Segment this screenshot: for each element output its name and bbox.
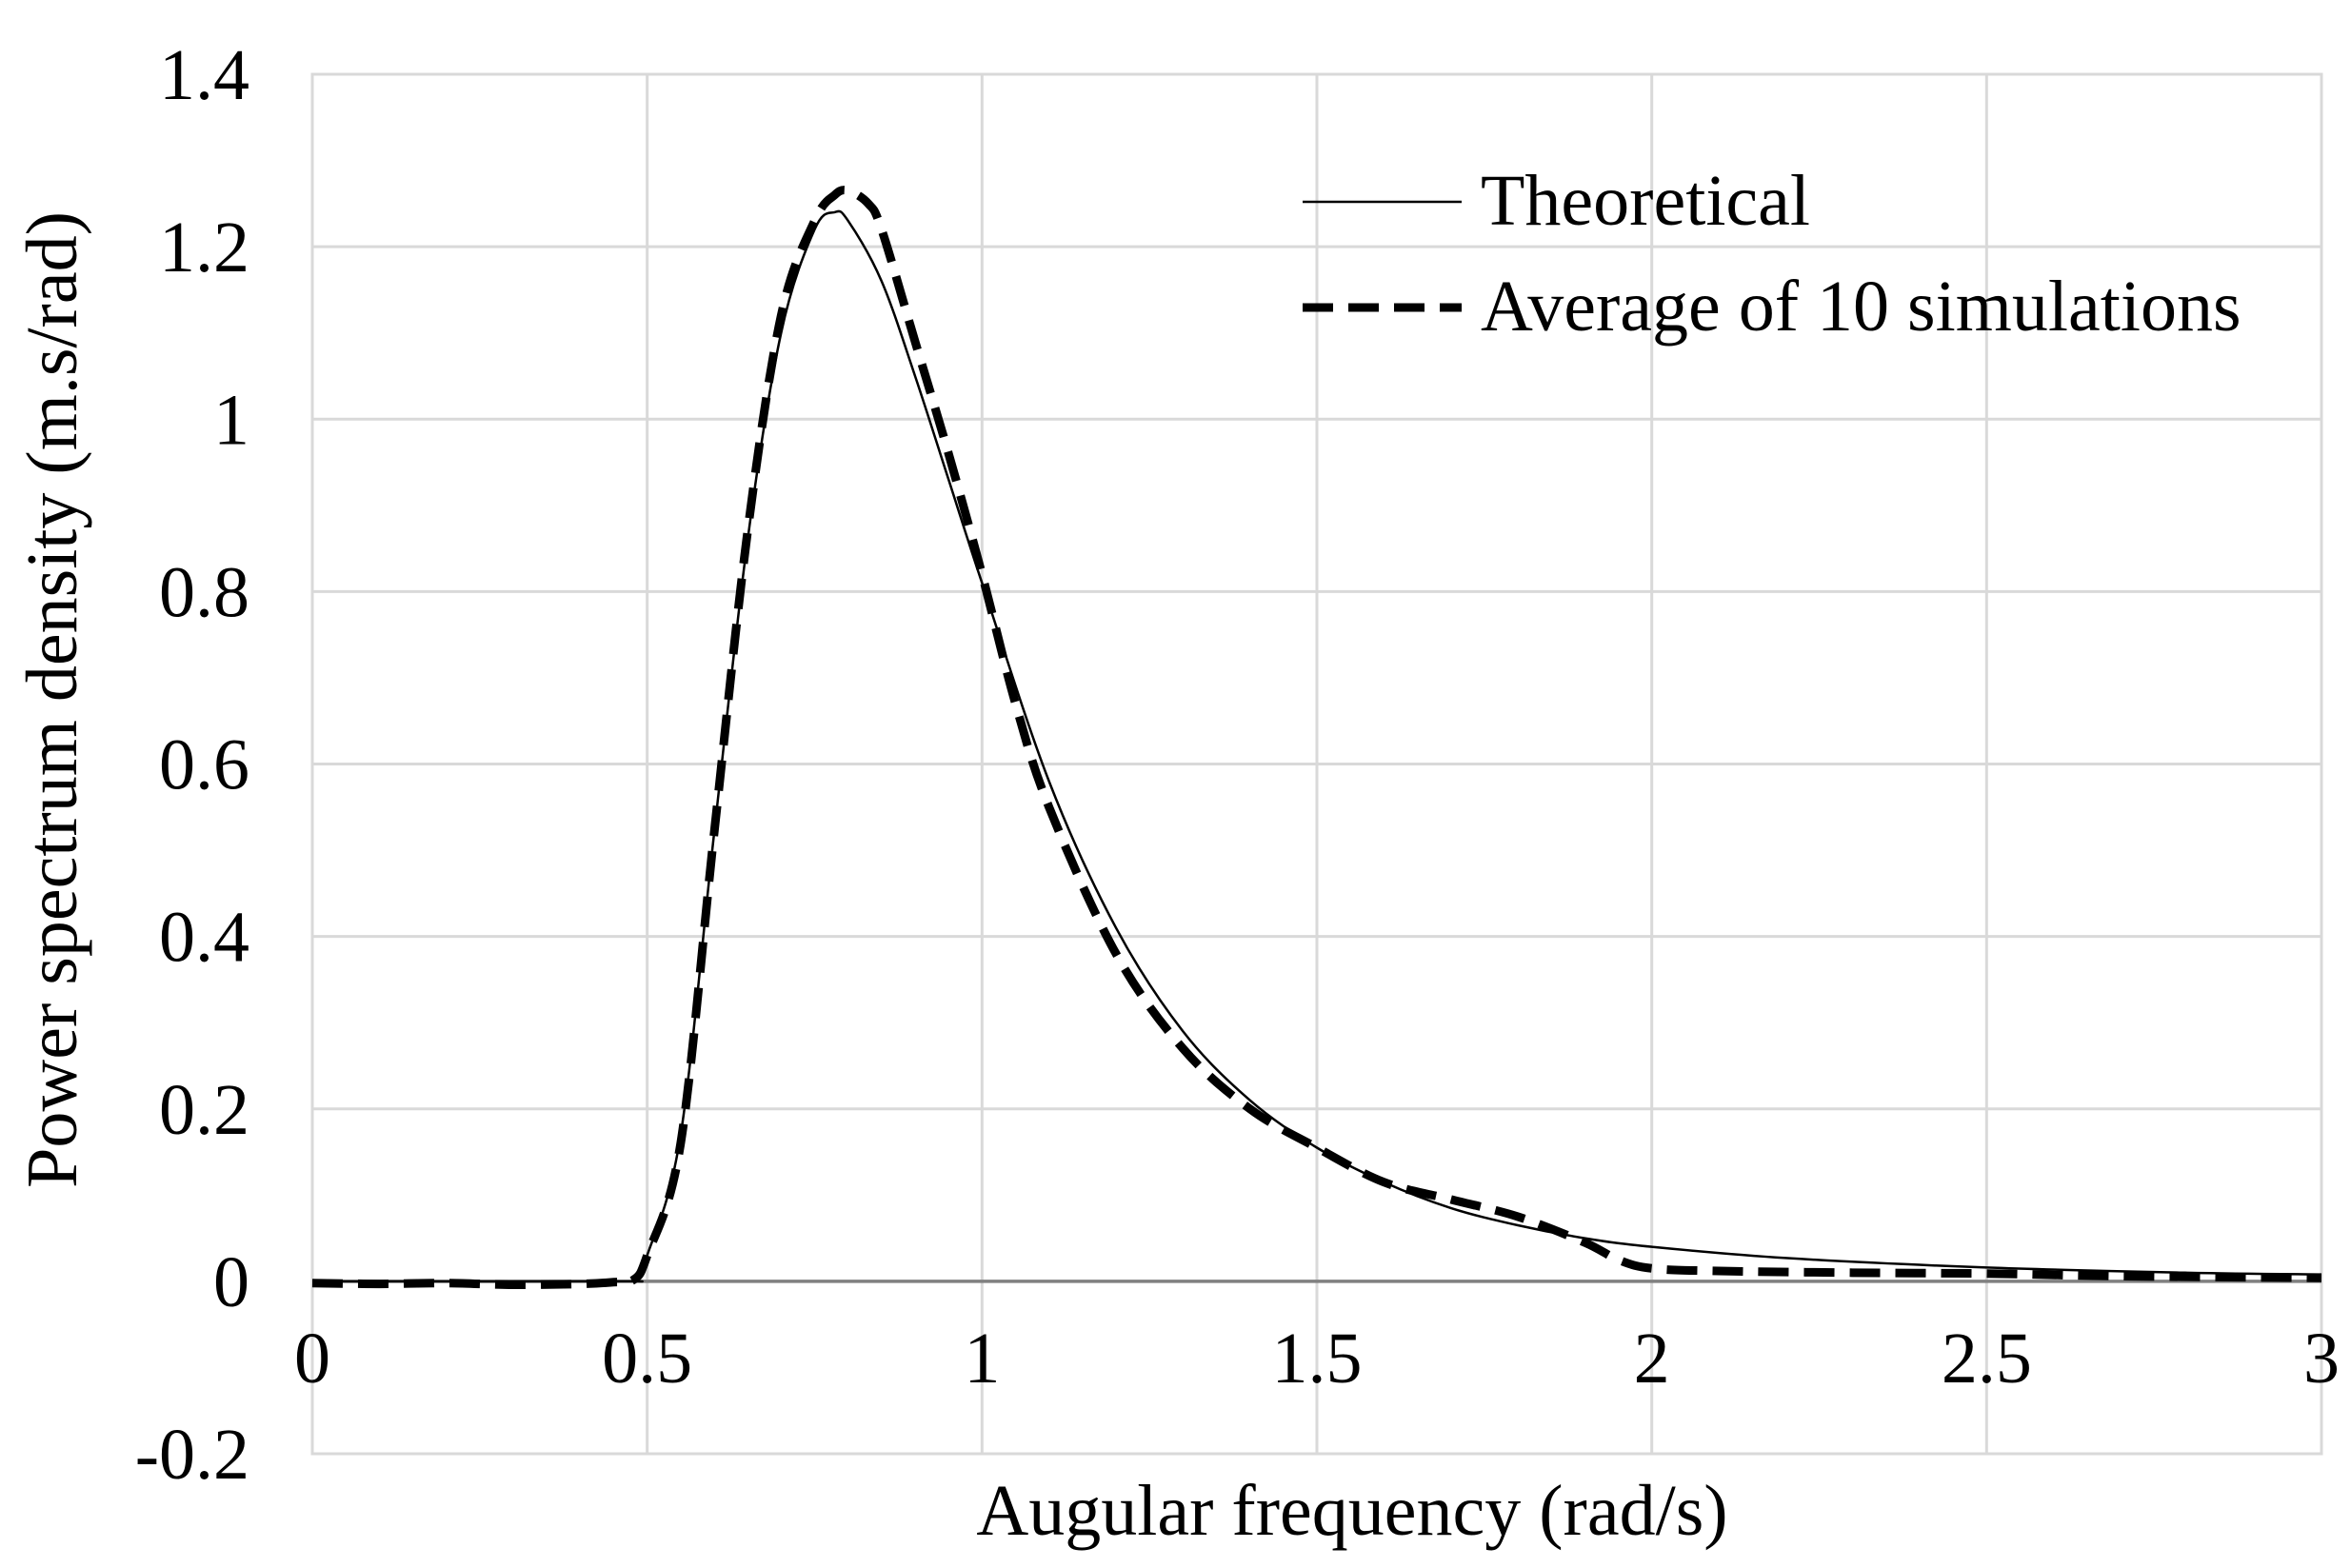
x-tick-label: 2 [1634, 1319, 1670, 1399]
legend: Theoretical Average of 10 simulations [1303, 161, 2241, 347]
y-tick-label: 0.4 [159, 898, 249, 978]
x-tick-label: 3 [2303, 1319, 2340, 1399]
x-tick-label: 2.5 [1942, 1319, 2032, 1399]
legend-label-theoretical: Theoretical [1481, 161, 1810, 241]
legend-label-simulations: Average of 10 simulations [1481, 267, 2241, 347]
x-tick-label: 1.5 [1272, 1319, 1363, 1399]
y-tick-label: 0 [213, 1242, 249, 1322]
series-line-theoretical [311, 209, 2322, 1283]
x-tick-label: 0.5 [602, 1319, 692, 1399]
x-tick-label: 1 [964, 1319, 1000, 1399]
y-tick-label: 1.2 [159, 208, 249, 288]
series-line-simulations [311, 186, 2322, 1290]
y-tick-label: 0.6 [159, 725, 249, 805]
tick-labels: -0.2 0 0.2 0.4 0.6 0.8 1 1.2 1.4 0 0.5 1 1.5 2 2.5 3 [135, 35, 2340, 1495]
x-axis-title: Augular frequency (rad/s) [976, 1471, 1727, 1551]
y-tick-label: -0.2 [135, 1415, 249, 1495]
x-tick-label: 0 [294, 1319, 330, 1399]
y-tick-label: 0.2 [159, 1070, 249, 1150]
y-tick-label: 1.4 [159, 35, 249, 115]
series-lines [311, 186, 2322, 1290]
y-tick-label: 1 [213, 380, 249, 460]
y-axis-title: Power spectrum density (m.s/rad) [12, 211, 92, 1188]
y-tick-label: 0.8 [159, 552, 249, 632]
